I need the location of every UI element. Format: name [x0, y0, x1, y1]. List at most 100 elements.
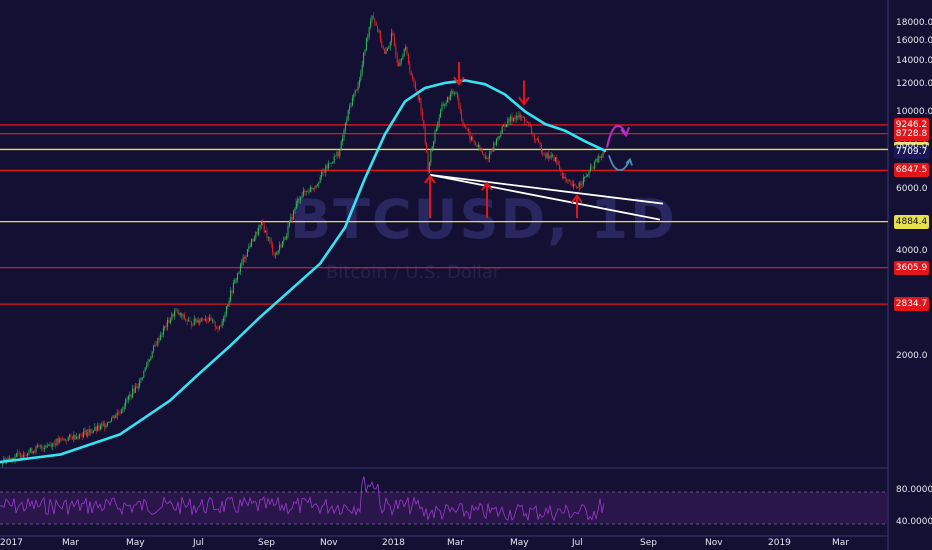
candle-body: [564, 176, 566, 180]
candle-body: [49, 444, 51, 446]
candle-body: [437, 122, 439, 129]
candle-body: [174, 311, 176, 317]
candle-body: [115, 415, 117, 418]
candle-body: [356, 89, 358, 91]
candle-body: [573, 184, 575, 187]
candle-body: [74, 434, 76, 440]
candle-body: [109, 421, 111, 423]
candle-body: [423, 119, 425, 127]
candle-body: [190, 320, 192, 326]
candle-body: [118, 412, 120, 414]
candle-body: [120, 410, 122, 414]
candle-body: [132, 388, 134, 398]
candle-body: [321, 172, 323, 178]
candle-body: [24, 454, 26, 456]
candle-body: [157, 337, 159, 346]
x-tick-12: 2019: [768, 538, 791, 548]
candle-body: [202, 318, 204, 320]
y-tick-1: 4000.0: [896, 245, 928, 256]
candle-body: [116, 412, 118, 416]
candle-body: [176, 310, 178, 312]
candle-body: [36, 445, 38, 447]
candle-body: [385, 50, 387, 54]
candle-body: [484, 155, 486, 159]
candle-body: [596, 158, 598, 163]
candle-body: [122, 409, 124, 411]
candle-body: [196, 320, 198, 323]
candle-body: [104, 423, 106, 428]
y-tick-4: 10000.0: [896, 107, 932, 118]
candle-body: [188, 320, 190, 322]
candle-body: [340, 141, 342, 151]
candle-body: [587, 175, 589, 177]
candle-body: [581, 184, 583, 186]
candle-body: [433, 141, 435, 147]
candle-body: [447, 97, 449, 103]
candle-body: [293, 210, 295, 220]
candle-body: [60, 438, 62, 439]
trend-line-1: [429, 173, 661, 221]
candle-body: [256, 231, 258, 235]
candle-body: [183, 314, 185, 320]
candle-body: [227, 304, 229, 307]
candle-body: [507, 118, 509, 125]
candle-body: [43, 447, 45, 450]
candle-body: [189, 320, 191, 322]
candle-body: [501, 126, 503, 134]
candle-body: [459, 105, 461, 112]
candle-body: [560, 169, 562, 173]
candle-body: [216, 327, 218, 329]
candle-body: [192, 325, 194, 326]
candle-body: [417, 93, 419, 100]
candle-body: [273, 252, 275, 256]
candle-body: [538, 139, 540, 142]
candle-body: [351, 97, 353, 106]
candle-body: [475, 142, 477, 146]
candle-body: [469, 131, 471, 141]
candle-body: [494, 143, 496, 145]
candle-body: [52, 442, 54, 447]
price-tag-6: 2834.7: [894, 297, 929, 312]
candle-body: [591, 166, 593, 168]
candle-body: [545, 155, 547, 158]
candle-body: [281, 241, 283, 248]
price-tag-3: 6847.5: [894, 163, 929, 178]
y-tick-6: 14000.0: [896, 56, 932, 67]
candle-body: [66, 439, 68, 441]
candle-body: [304, 190, 306, 193]
candle-body: [218, 325, 220, 329]
candle-body: [431, 146, 433, 151]
candle-body: [403, 49, 405, 57]
candle-body: [204, 319, 206, 321]
candle-body: [332, 161, 334, 164]
candle-body: [199, 321, 201, 323]
candle-body: [503, 125, 505, 127]
candle-body: [428, 162, 430, 173]
candle-body: [55, 443, 57, 446]
x-tick-11: Nov: [705, 538, 723, 548]
candle-body: [238, 271, 240, 274]
candle-body: [535, 139, 537, 141]
candle-body: [323, 171, 325, 173]
candle-body: [272, 244, 274, 253]
candle-body: [175, 310, 177, 312]
candle-body: [594, 162, 596, 169]
candle-body: [160, 335, 162, 341]
x-tick-7: Mar: [447, 538, 464, 548]
candle-body: [361, 64, 363, 74]
candle-body: [113, 415, 115, 418]
y-tick-2: 6000.0: [896, 184, 928, 195]
candle-body: [335, 155, 337, 157]
candle-body: [239, 264, 241, 272]
candle-body: [405, 47, 407, 50]
candle-body: [378, 31, 380, 32]
candle-body: [266, 230, 268, 238]
rsi-band: [0, 492, 888, 524]
candle-body: [245, 256, 247, 259]
candle-body: [17, 453, 19, 454]
candle-body: [409, 63, 411, 72]
candle-body: [213, 320, 215, 322]
candle-body: [85, 430, 87, 436]
candle-body: [391, 32, 393, 42]
